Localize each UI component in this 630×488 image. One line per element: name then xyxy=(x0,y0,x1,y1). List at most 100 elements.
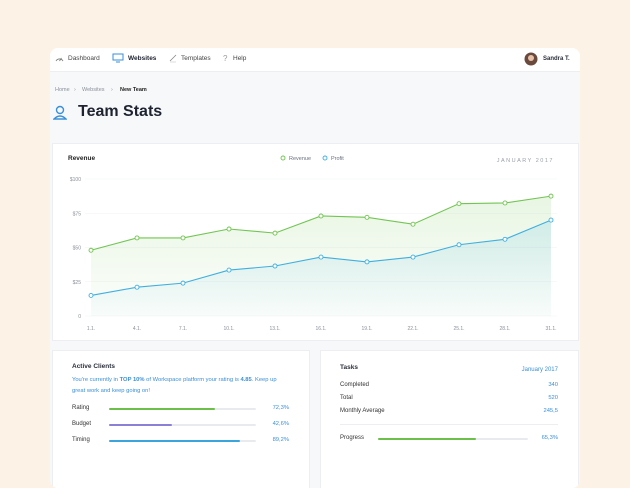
metric-bar xyxy=(109,408,216,410)
chart-panel: Revenue JANUARY 2017 0 $25 $50 $75 $100 1.1. 4… xyxy=(52,143,579,341)
point xyxy=(88,292,94,298)
websites-icon xyxy=(112,53,124,63)
nav-item[interactable]: Websites xyxy=(128,55,157,62)
page-title: Team Stats xyxy=(78,103,163,120)
x-tick-label: 28.1. xyxy=(499,326,510,332)
task-value: 340 xyxy=(548,382,558,388)
point xyxy=(134,235,140,241)
metric-bar xyxy=(109,440,241,442)
active-clients-panel: Active Clients You're currently in TOP 1… xyxy=(52,350,310,488)
point xyxy=(272,263,278,269)
point xyxy=(456,201,462,207)
breadcrumb: New Team xyxy=(120,87,147,93)
chart-title: Revenue xyxy=(68,155,95,162)
nav-item[interactable]: Templates xyxy=(181,55,211,62)
help-icon: ? xyxy=(223,54,228,63)
legend-label: Profit xyxy=(331,156,344,162)
dashboard-icon xyxy=(55,57,64,62)
description: You're currently in TOP 10% of Workspace… xyxy=(72,375,287,397)
nav-item[interactable]: Help xyxy=(233,55,247,62)
progress-bar xyxy=(378,438,476,440)
text-segment: of Workspace platform your rating is xyxy=(144,377,241,383)
task-label: Monthly Average xyxy=(340,408,385,414)
x-tick-label: 1.1. xyxy=(87,326,95,332)
text-segment: 4.85 xyxy=(240,377,252,383)
text-segment: You're currently in xyxy=(72,377,120,383)
user-name[interactable]: Sandra T. xyxy=(543,56,570,62)
team-icon xyxy=(53,105,67,120)
bar-track xyxy=(109,408,256,410)
metric-label: Timing xyxy=(72,437,90,443)
metric-value: 65,3% xyxy=(541,435,558,441)
point xyxy=(226,226,232,232)
period: January 2017 xyxy=(521,367,558,373)
page: ? Sandra T. Dashboard Websites Templates He… xyxy=(50,48,580,488)
breadcrumb[interactable]: Websites xyxy=(82,87,105,93)
task-label: Completed xyxy=(340,382,370,388)
bar-track xyxy=(378,438,528,440)
point xyxy=(502,200,508,206)
x-tick-label: 31.1. xyxy=(545,326,556,332)
text-segment: . Keep up great work and keep going on! xyxy=(72,377,277,394)
chart-subtitle: JANUARY 2017 xyxy=(497,158,554,164)
point xyxy=(364,259,370,265)
point xyxy=(88,247,94,253)
x-tick-label: 13.1. xyxy=(269,326,280,332)
bar-track xyxy=(109,424,256,426)
panel-title: Tasks xyxy=(340,364,358,371)
app-window: ? Sandra T. Dashboard Websites Templates He… xyxy=(50,48,580,488)
x-tick-label: 19.1. xyxy=(361,326,372,332)
y-tick-label: $75 xyxy=(73,211,82,217)
point xyxy=(226,267,232,273)
task-label: Total xyxy=(340,395,353,401)
legend-marker xyxy=(322,155,328,161)
x-tick-label: 16.1. xyxy=(315,326,326,332)
nav-bar: ? Sandra T. Dashboard Websites Templates He… xyxy=(50,48,580,72)
legend-marker xyxy=(280,155,286,161)
point xyxy=(502,236,508,242)
x-tick-label: 10.1. xyxy=(223,326,234,332)
bar-track xyxy=(109,440,256,442)
metric-bar xyxy=(109,424,172,426)
task-value: 245,5 xyxy=(543,408,558,414)
nav-item[interactable]: Dashboard xyxy=(68,55,100,62)
point xyxy=(410,221,416,227)
point xyxy=(410,254,416,260)
x-tick-label: 22.1. xyxy=(407,326,418,332)
y-tick-label: 0 xyxy=(78,314,81,320)
area xyxy=(91,220,551,316)
point xyxy=(272,230,278,236)
point xyxy=(134,284,140,290)
metric-label: Budget xyxy=(72,421,92,427)
y-tick-label: $25 xyxy=(73,280,82,286)
point xyxy=(548,193,554,199)
legend-label: Revenue xyxy=(289,156,311,162)
x-tick-label: 25.1. xyxy=(453,326,464,332)
y-tick-label: $100 xyxy=(70,177,81,183)
point xyxy=(180,280,186,286)
text-segment: TOP 10% xyxy=(119,377,145,383)
chart: Revenue JANUARY 2017 0 $25 $50 $75 $100 1.1. 4… xyxy=(68,155,557,332)
breadcrumb[interactable]: Home xyxy=(55,87,70,93)
y-tick-label: $50 xyxy=(73,246,82,252)
point xyxy=(318,213,324,219)
point xyxy=(364,214,370,220)
task-value: 520 xyxy=(548,395,558,401)
point xyxy=(456,242,462,248)
metric-label: Progress xyxy=(340,435,365,441)
metric-value: 72,3% xyxy=(272,405,289,411)
tasks-panel: Tasks January 2017 Completed 340 Total 520 M… xyxy=(320,350,579,488)
avatar xyxy=(524,52,538,66)
metric-value: 42,6% xyxy=(272,421,289,427)
divider xyxy=(340,424,558,425)
svg-text:?: ? xyxy=(223,54,228,63)
point xyxy=(548,217,554,223)
panel-title: Active Clients xyxy=(72,363,115,370)
x-tick-label: 4.1. xyxy=(133,326,141,332)
metric-value: 89,2% xyxy=(272,437,289,443)
metric-label: Rating xyxy=(72,405,90,411)
point xyxy=(318,254,324,260)
x-tick-label: 7.1. xyxy=(179,326,187,332)
templates-icon xyxy=(169,54,177,63)
point xyxy=(180,235,186,241)
